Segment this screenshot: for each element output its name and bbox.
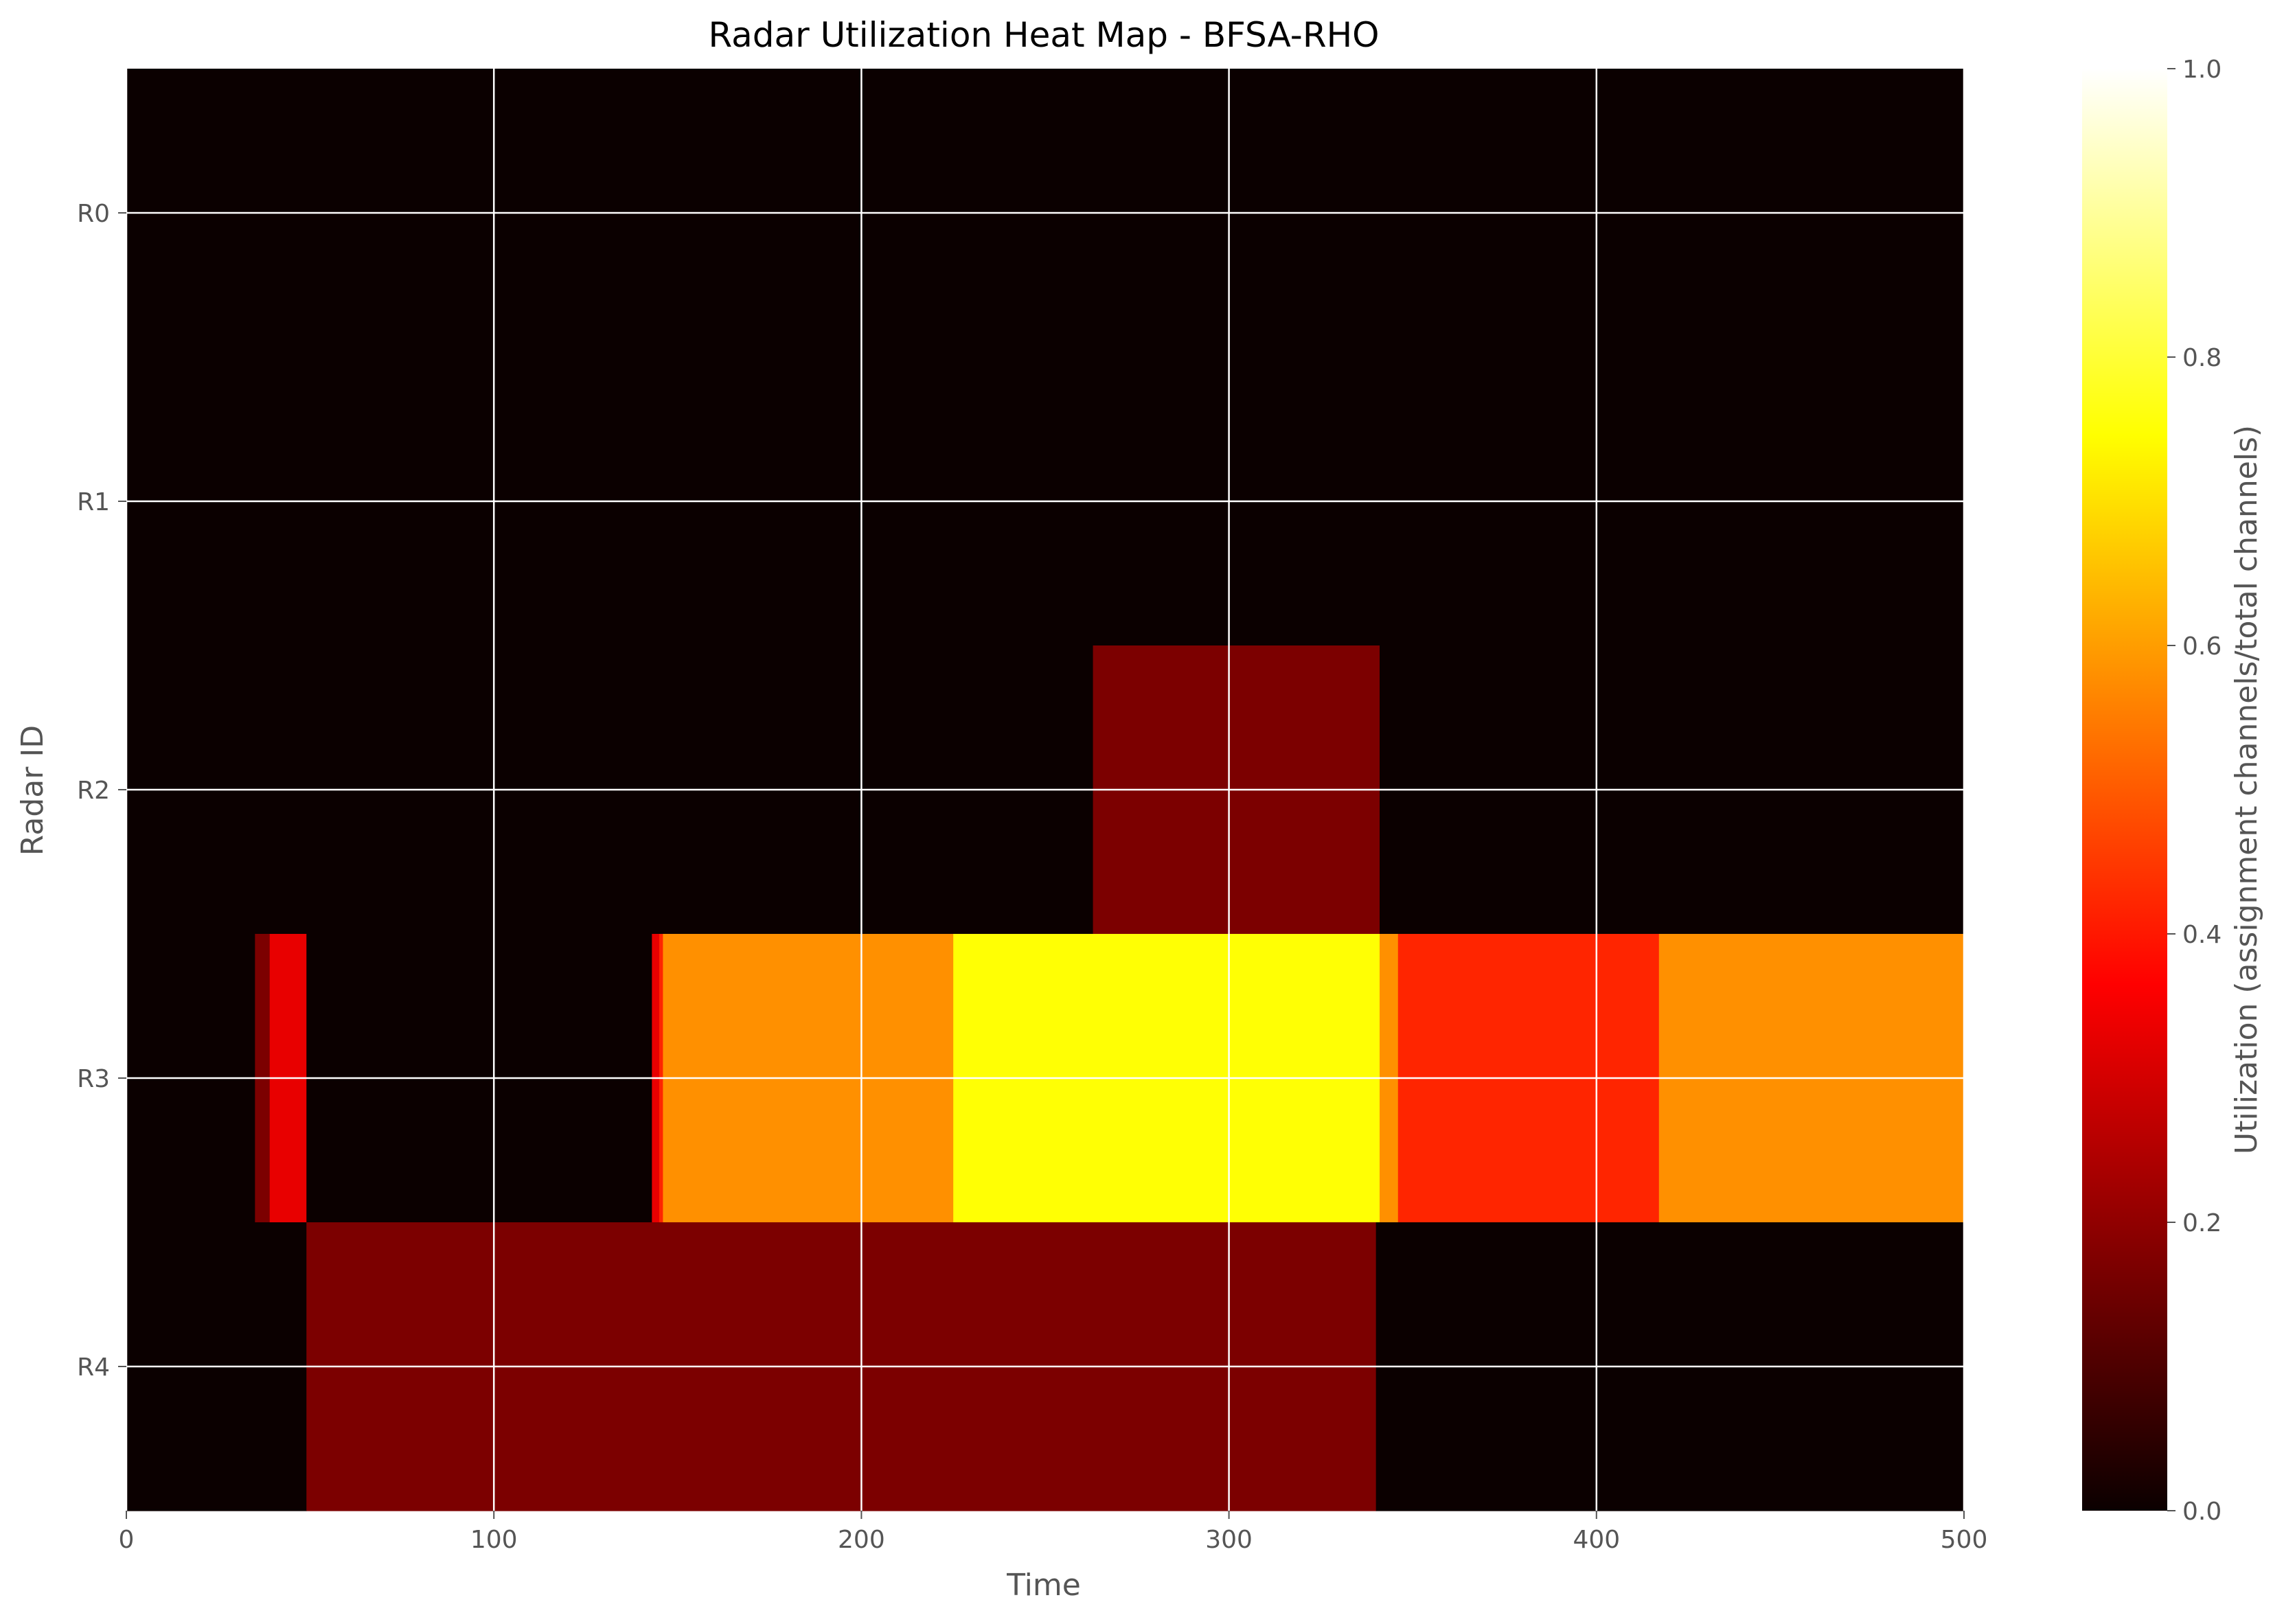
x-tick-label: 0 — [119, 1526, 135, 1554]
chart-title: Radar Utilization Heat Map - BFSA-RHO — [708, 15, 1379, 55]
y-tick-label: R1 — [77, 488, 110, 516]
colorbar — [2082, 69, 2167, 1511]
x-tick-label: 300 — [1205, 1526, 1253, 1554]
x-axis-label: Time — [1006, 1568, 1081, 1603]
colorbar-label: Utilization (assignment channels/total c… — [2229, 425, 2264, 1154]
y-axis-ticks: R0 R1 R2 R3 R4 — [77, 200, 126, 1382]
colorbar-tick-label: 0.4 — [2182, 921, 2222, 949]
x-tick-label: 500 — [1941, 1526, 1988, 1554]
x-axis-ticks: 0 100 200 300 400 500 — [119, 1511, 1988, 1554]
colorbar-tick-label: 0.0 — [2182, 1498, 2222, 1526]
y-tick-label: R3 — [77, 1065, 110, 1093]
colorbar-tick-label: 1.0 — [2182, 56, 2222, 84]
grid-lines — [125, 69, 1965, 1511]
y-tick-label: R4 — [77, 1353, 110, 1382]
y-tick-label: R0 — [77, 200, 110, 228]
colorbar-ticks: 0.0 0.2 0.4 0.6 0.8 1.0 — [2167, 56, 2222, 1526]
x-tick-label: 200 — [838, 1526, 885, 1554]
colorbar-gradient — [2082, 69, 2167, 1511]
x-tick-label: 400 — [1573, 1526, 1620, 1554]
y-axis-label: Radar ID — [15, 725, 50, 856]
y-tick-label: R2 — [77, 777, 110, 805]
colorbar-tick-label: 0.2 — [2182, 1209, 2222, 1237]
colorbar-tick-label: 0.6 — [2182, 632, 2222, 661]
colorbar-tick-label: 0.8 — [2182, 344, 2222, 372]
x-tick-label: 100 — [470, 1526, 518, 1554]
